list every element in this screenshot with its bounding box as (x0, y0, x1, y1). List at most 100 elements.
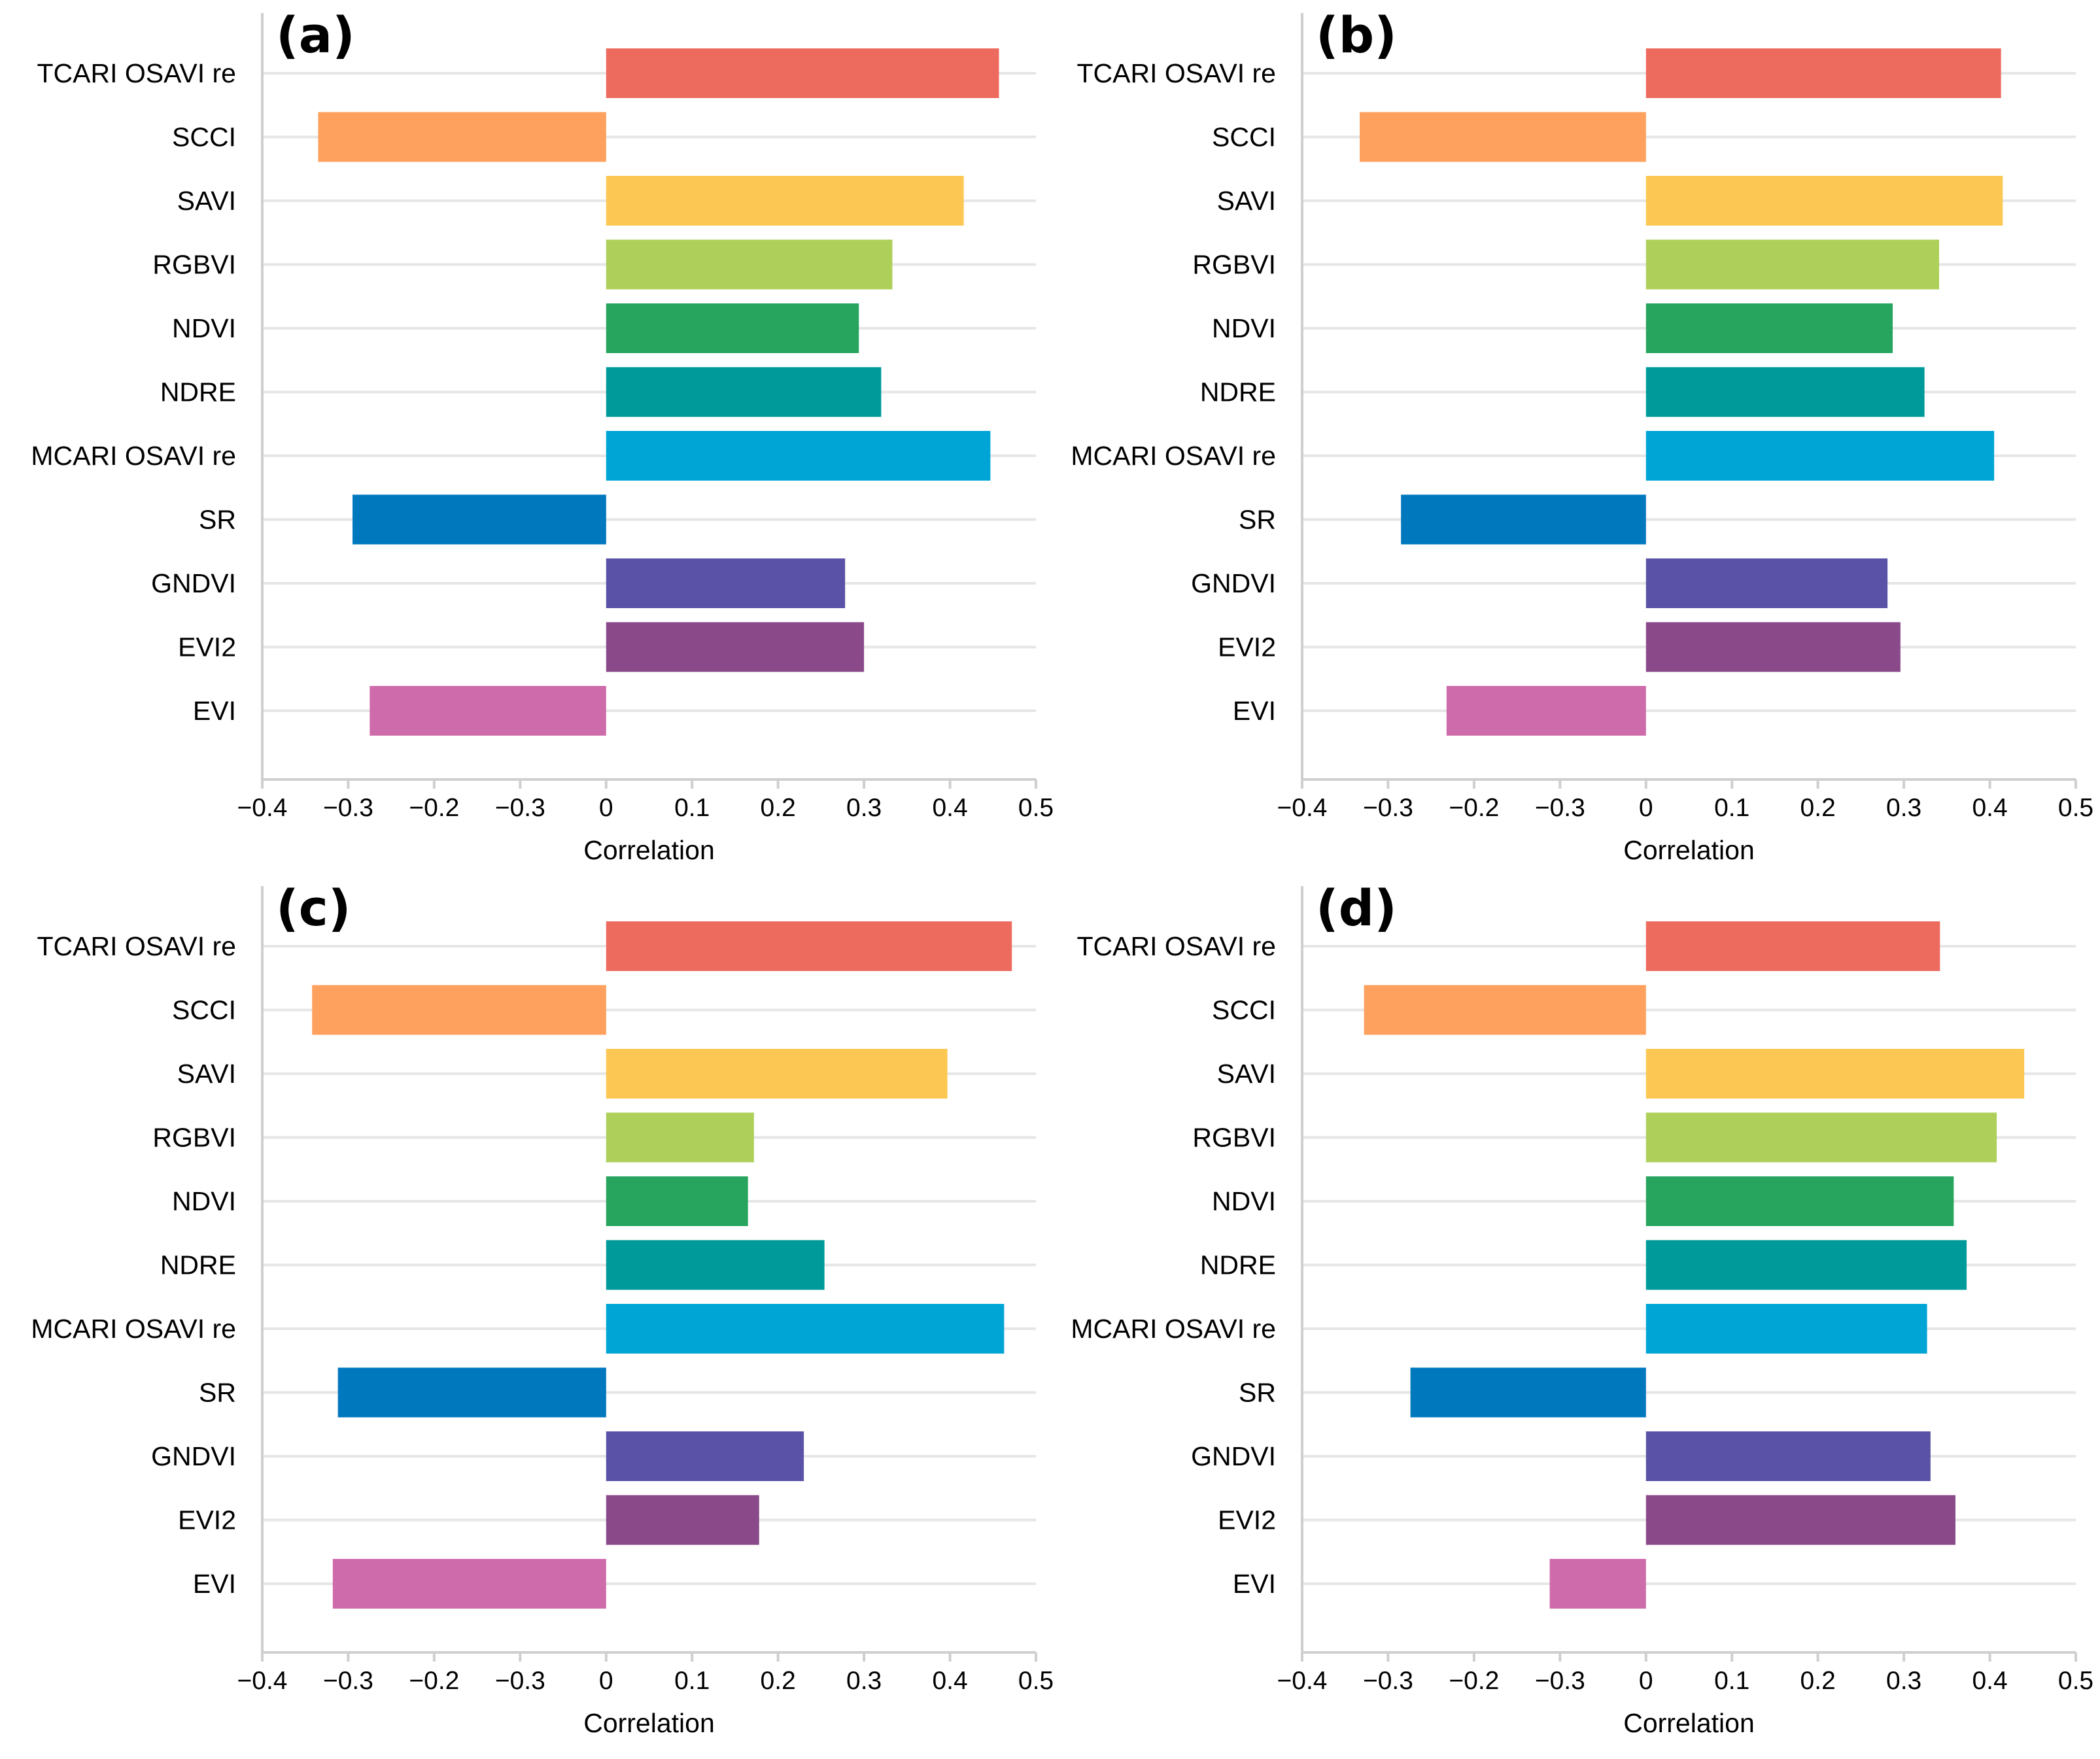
category-label: NDRE (160, 1250, 236, 1280)
x-tick-label: −0.4 (1277, 1667, 1328, 1695)
category-label: RGBVI (1192, 250, 1276, 280)
x-tick-label: −0.2 (409, 1667, 459, 1695)
x-tick-label: 0.3 (846, 1667, 882, 1695)
x-tick-label: 0.4 (1972, 794, 2007, 822)
x-axis-title: Correlation (583, 1708, 715, 1738)
category-label: TCARI OSAVI re (1076, 58, 1276, 88)
x-tick-label: −0.3 (1535, 1667, 1585, 1695)
bar (1645, 303, 1893, 353)
category-label: NDRE (160, 377, 236, 407)
category-label: TCARI OSAVI re (1076, 931, 1276, 961)
x-tick-label: 0.1 (1714, 794, 1749, 822)
x-tick-label: −0.3 (495, 1667, 545, 1695)
bar (606, 1176, 748, 1226)
category-label: SCCI (172, 995, 236, 1025)
bar (606, 1112, 754, 1163)
x-tick-label: −0.2 (1449, 1667, 1499, 1695)
bar (1645, 239, 1940, 290)
category-label: NDVI (172, 313, 236, 343)
bar (1645, 1240, 1967, 1290)
category-label: NDRE (1200, 1250, 1276, 1280)
x-tick-label: −0.4 (237, 1667, 288, 1695)
bar (606, 1495, 759, 1545)
category-label: EVI (1233, 696, 1276, 726)
x-tick-label: 0.4 (1972, 1667, 2007, 1695)
x-tick-label: 0 (599, 794, 613, 822)
bar (1364, 985, 1646, 1035)
category-label: MCARI OSAVI re (1071, 441, 1276, 471)
bar (312, 985, 606, 1035)
x-tick-label: 0.1 (674, 1667, 710, 1695)
x-tick-label: −0.3 (495, 794, 545, 822)
x-tick-label: −0.4 (1277, 794, 1328, 822)
bar (606, 921, 1012, 971)
category-label: SAVI (1217, 1059, 1276, 1089)
category-label: GNDVI (151, 568, 236, 598)
bar (606, 1304, 1005, 1354)
bar (1645, 1304, 1927, 1354)
category-label: NDRE (1200, 377, 1276, 407)
x-tick-label: −0.4 (237, 794, 288, 822)
x-tick-label: 0.1 (674, 794, 710, 822)
x-tick-label: 0.2 (761, 794, 796, 822)
chart-panel-3: −0.4 −0.3 −0.2 −0.3 0 0.1 0.2 0.3 0.4 0.5 Correlat… (0, 873, 1054, 1752)
bar (1645, 1176, 1954, 1226)
bar (1645, 622, 1901, 672)
panel-tag: (b) (1316, 6, 1397, 64)
chart-svg: −0.4 −0.3 −0.2 −0.3 0 0.1 0.2 0.3 0.4 0.5 Correlat… (31, 879, 1054, 1738)
bar (1549, 1559, 1646, 1609)
category-label: RGBVI (1192, 1123, 1276, 1153)
category-label: EVI2 (1218, 1505, 1276, 1535)
bar (606, 431, 991, 481)
category-label: SR (1239, 505, 1276, 535)
x-axis-title: Correlation (583, 835, 715, 865)
bar (606, 1049, 948, 1099)
chart-panel-1: −0.4 −0.3 −0.2 −0.3 0 0.1 0.2 0.3 0.4 0.5 Correlat… (0, 0, 1054, 880)
bar (1645, 558, 1888, 608)
x-axis-title: Correlation (1623, 1708, 1755, 1738)
x-axis-title: Correlation (1623, 835, 1755, 865)
category-label: EVI2 (1218, 632, 1276, 662)
x-tick-label: 0.3 (846, 794, 882, 822)
x-tick-label: −0.3 (1363, 794, 1413, 822)
bar (1645, 431, 1995, 481)
bar (1645, 48, 2001, 98)
category-label: EVI (193, 1569, 236, 1599)
x-tick-label: 0.2 (761, 1667, 796, 1695)
x-tick-label: 0.2 (1800, 794, 1836, 822)
bar (1401, 494, 1646, 545)
bar (606, 239, 893, 290)
bar (606, 1431, 804, 1481)
chart-svg: −0.4 −0.3 −0.2 −0.3 0 0.1 0.2 0.3 0.4 0.5 Correlat… (31, 6, 1054, 865)
x-tick-label: 0.5 (2058, 1667, 2093, 1695)
category-label: EVI (1233, 1569, 1276, 1599)
category-label: SAVI (177, 186, 236, 216)
x-tick-label: −0.3 (323, 794, 373, 822)
bar (606, 558, 846, 608)
category-label: NDVI (1212, 1186, 1276, 1216)
bar (606, 48, 999, 98)
x-tick-label: 0.3 (1886, 794, 1921, 822)
chart-svg: −0.4 −0.3 −0.2 −0.3 0 0.1 0.2 0.3 0.4 0.5 Correlat… (1071, 6, 2093, 865)
bar (337, 1367, 606, 1418)
category-label: GNDVI (1191, 1441, 1276, 1471)
chart-svg: −0.4 −0.3 −0.2 −0.3 0 0.1 0.2 0.3 0.4 0.5 Correlat… (1071, 879, 2093, 1738)
category-label: SCCI (1212, 122, 1276, 152)
bar (606, 622, 865, 672)
panel-tag: (c) (276, 879, 351, 937)
x-tick-label: 0 (1639, 794, 1653, 822)
category-label: MCARI OSAVI re (31, 1314, 236, 1344)
bar (606, 1240, 825, 1290)
bar (1645, 1049, 2025, 1099)
category-label: SCCI (1212, 995, 1276, 1025)
x-tick-label: 0.4 (932, 1667, 967, 1695)
x-tick-label: 0.4 (932, 794, 967, 822)
category-label: EVI (193, 696, 236, 726)
x-tick-label: 0.3 (1886, 1667, 1921, 1695)
bar (1645, 921, 1940, 971)
bar (370, 686, 606, 736)
x-tick-label: 0.5 (2058, 794, 2093, 822)
category-label: EVI2 (178, 1505, 236, 1535)
category-label: NDVI (1212, 313, 1276, 343)
category-label: GNDVI (151, 1441, 236, 1471)
